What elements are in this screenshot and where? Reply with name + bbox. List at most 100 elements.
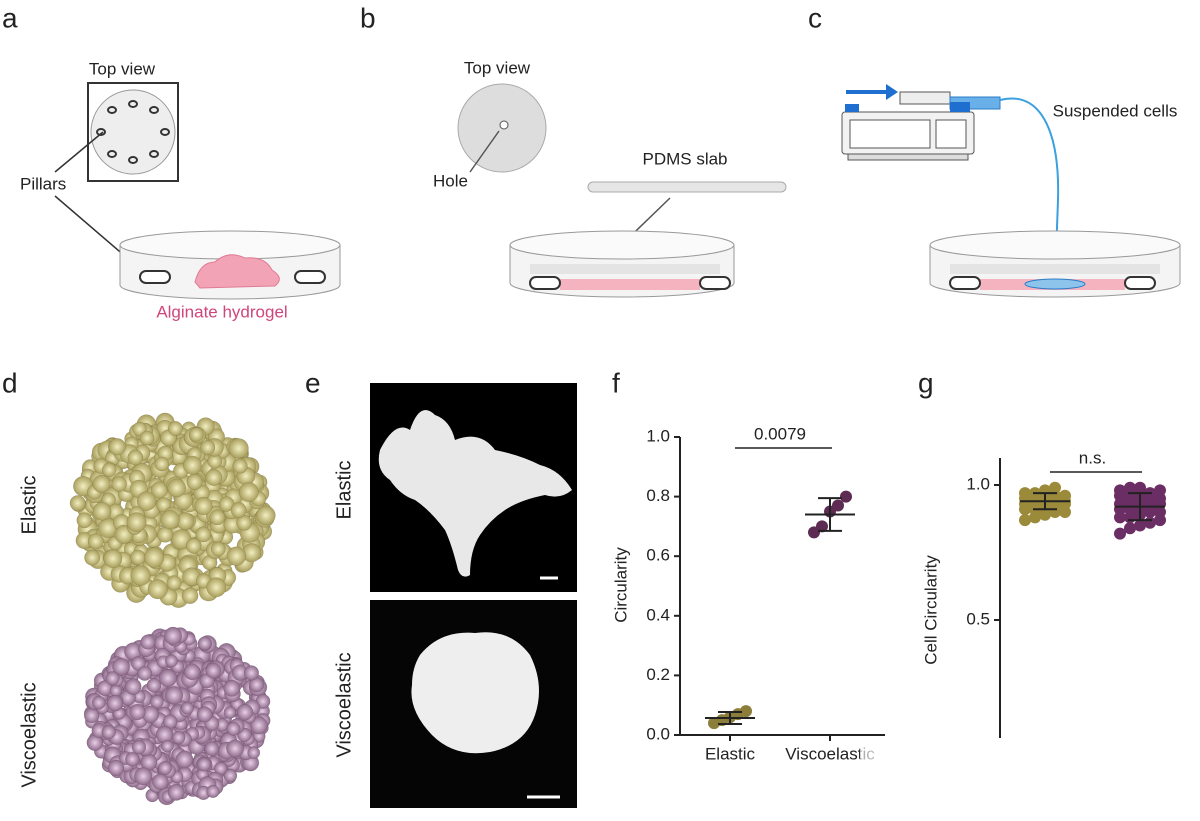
- panel-label: a: [2, 2, 18, 33]
- sphere: [197, 757, 212, 772]
- sphere: [101, 724, 116, 740]
- label: Top view: [89, 59, 156, 78]
- syringe-clamp: [950, 102, 970, 112]
- sphere: [196, 706, 213, 723]
- y-axis-label: Cell Circularity: [921, 555, 940, 665]
- slab-in-dish: [950, 264, 1160, 274]
- y-axis-label: Circularity: [611, 547, 630, 623]
- y-tick-label: 0.4: [646, 605, 670, 624]
- x-tick-label: Viscoelastic: [785, 744, 875, 763]
- sphere: [130, 565, 151, 586]
- panel-label: b: [360, 2, 376, 33]
- sphere: [183, 663, 201, 681]
- dish-top: [90, 89, 176, 175]
- pump-panel: [935, 119, 967, 149]
- sphere: [166, 575, 182, 591]
- sphere: [137, 665, 153, 681]
- panel-b: [457, 83, 787, 298]
- panel-label: c: [808, 2, 822, 33]
- sphere: [181, 587, 199, 605]
- sphere: [125, 751, 140, 767]
- sphere: [197, 636, 212, 651]
- syringe: [899, 91, 951, 105]
- cells: [1024, 278, 1086, 290]
- sphere: [206, 784, 220, 798]
- sphere: [171, 730, 186, 745]
- chart: 0.0 0.2 0.4 0.6 0.8 1.0 Circularity 0.0079 Elast…: [611, 424, 885, 763]
- dish-rim: [509, 230, 735, 260]
- sphere: [226, 739, 245, 758]
- sphere: [101, 462, 117, 478]
- sphere: [106, 694, 124, 712]
- point: [1019, 514, 1031, 527]
- point: [1124, 481, 1136, 494]
- sphere: [223, 706, 237, 719]
- sphere: [238, 482, 259, 503]
- point: [1114, 527, 1126, 540]
- pump-base: [847, 153, 969, 161]
- sphere: [188, 427, 204, 442]
- sphere: [103, 549, 123, 568]
- tubing: [999, 97, 1060, 283]
- panel-label: e: [305, 367, 321, 398]
- sphere: [84, 549, 101, 566]
- sphere: [223, 679, 241, 697]
- point: [840, 490, 852, 503]
- y-tick-label: 0.0: [646, 724, 670, 743]
- sphere: [134, 767, 153, 786]
- pillar: [699, 276, 731, 290]
- sphere: [232, 458, 248, 474]
- sphere: [150, 694, 164, 709]
- sphere: [143, 547, 165, 568]
- panel-label: f: [612, 367, 620, 398]
- sphere: [226, 546, 247, 566]
- y-tick-label: 0.2: [646, 665, 670, 684]
- sphere: [175, 750, 194, 769]
- slab: [587, 181, 787, 193]
- sphere: [92, 474, 111, 493]
- sphere: [108, 438, 126, 456]
- point: [1134, 481, 1146, 494]
- sphere: [165, 654, 178, 668]
- sphere: [194, 496, 213, 516]
- sphere: [226, 721, 241, 736]
- arrow-head: [886, 84, 898, 100]
- pillar: [139, 270, 171, 284]
- sphere: [210, 541, 226, 557]
- point: [740, 705, 752, 718]
- sphere: [161, 739, 174, 753]
- sphere: [183, 455, 202, 475]
- panel-a: [54, 82, 341, 300]
- cell-viscoelastic: [411, 632, 539, 754]
- sphere: [111, 476, 127, 492]
- sphere: [158, 668, 177, 688]
- sphere: [164, 686, 184, 705]
- row-label: Viscoelastic: [333, 652, 355, 757]
- pillar: [1124, 276, 1156, 290]
- sphere: [91, 695, 106, 710]
- panel-label: g: [918, 367, 934, 398]
- sphere: [230, 502, 247, 519]
- sphere: [209, 509, 226, 526]
- sphere: [204, 741, 220, 756]
- sphere: [126, 512, 147, 533]
- hole: [499, 120, 509, 130]
- sphere: [136, 491, 157, 511]
- sphere: [167, 783, 185, 801]
- sphere: [167, 421, 183, 436]
- pillars: [96, 100, 170, 164]
- point: [1124, 522, 1136, 535]
- point: [1049, 481, 1061, 494]
- point: [1059, 489, 1071, 502]
- label: PDMS slab: [642, 149, 727, 168]
- sphere: [243, 665, 260, 681]
- sphere: [228, 438, 249, 459]
- elastic-cluster: [69, 412, 276, 609]
- sphere: [160, 509, 180, 530]
- sphere: [139, 430, 155, 446]
- sphere: [154, 456, 170, 472]
- label: Top view: [464, 58, 531, 77]
- sphere: [167, 478, 187, 498]
- chart: 0.5 1.0 Cell Circularity n.s.: [921, 448, 1166, 755]
